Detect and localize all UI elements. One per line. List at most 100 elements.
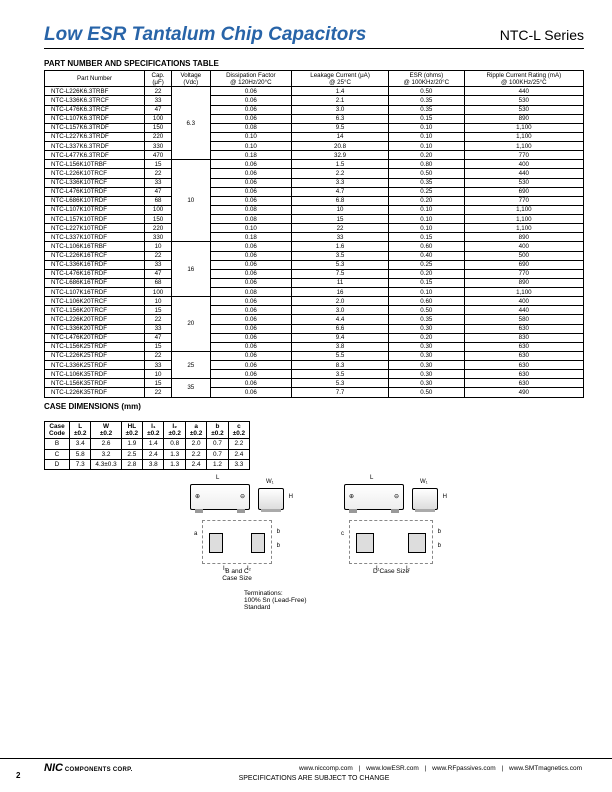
cap-cell: 100 [145,288,172,297]
footer-link[interactable]: www.niccomp.com [299,765,353,772]
spec-cell: 0.30 [388,379,464,388]
dims-cell: 1.2 [207,459,228,469]
cap-cell: 22 [145,87,172,96]
footer-links: www.niccomp.com | www.lowESR.com | www.R… [297,765,584,772]
spec-cell: 0.06 [210,315,292,324]
spec-cell: 0.50 [388,87,464,96]
dim-I1: I₁ [223,566,227,572]
spec-cell: 0.06 [210,306,292,315]
spec-cell: 500 [464,251,583,260]
spec-cell: 1,100 [464,132,583,141]
cap-cell: 100 [145,205,172,214]
part-number-cell: NTC-L226K25TRDF [45,351,145,360]
spec-cell: 0.25 [388,187,464,196]
table-row: NTC-L686K10TRDF680.066.80.20770 [45,196,584,205]
spec-cell: 0.35 [388,105,464,114]
table-row: NTC-L226K16TRCF220.063.50.40500 [45,251,584,260]
spec-cell: 0.06 [210,196,292,205]
spec-cell: 0.06 [210,269,292,278]
spec-table: Part NumberCap.(μF)Voltage(Vdc)Dissipati… [44,70,584,398]
cap-cell: 330 [145,233,172,242]
cap-cell: 22 [145,169,172,178]
table-row: NTC-L336K25TRDF330.068.30.30630 [45,361,584,370]
spec-cell: 0.30 [388,370,464,379]
spec-cell: 0.06 [210,342,292,351]
spec-cell: 0.08 [210,215,292,224]
table-row: NTC-L156K35TRDF15350.065.30.30630 [45,379,584,388]
page-header: Low ESR Tantalum Chip Capacitors NTC-L S… [44,24,584,49]
table-row: NTC-L477K6.3TRDF4700.1832.90.20770 [45,151,584,160]
spec-cell: 1,100 [464,288,583,297]
spec-cell: 0.10 [388,132,464,141]
bc-case-group: L ⊕ ⊖ W₁ H a b b I₁ I₂ [190,484,284,582]
spec-cell: 0.06 [210,361,292,370]
table-row: NTC-L476K10TRDF470.064.70.25690 [45,187,584,196]
spec-cell: 0.08 [210,288,292,297]
spec-cell: 8.3 [292,361,389,370]
part-number-cell: NTC-L227K6.3TRDF [45,132,145,141]
spec-cell: 0.20 [388,151,464,160]
cap-cell: 150 [145,215,172,224]
cap-cell: 47 [145,187,172,196]
page-title: Low ESR Tantalum Chip Capacitors [44,24,366,46]
spec-cell: 0.15 [388,233,464,242]
spec-cell: 1.4 [292,87,389,96]
spec-cell: 0.06 [210,333,292,342]
part-number-cell: NTC-L336K20TRDF [45,324,145,333]
dims-col-header: W±0.2 [91,421,121,439]
spec-cell: 0.06 [210,324,292,333]
spec-cell: 10 [292,205,389,214]
spec-cell: 0.06 [210,351,292,360]
cap-cell: 33 [145,361,172,370]
spec-cell: 0.15 [388,278,464,287]
spec-cell: 0.50 [388,306,464,315]
footer-link[interactable]: www.RFpassives.com [432,765,496,772]
table-row: NTC-L337K6.3TRDF3300.1020.80.101,100 [45,142,584,151]
part-number-cell: NTC-L156K35TRDF [45,379,145,388]
cap-cell: 10 [145,297,172,306]
table-row: D7.34.3±0.32.83.81.32.41.23.3 [45,459,250,469]
minus-icon: ⊖ [240,493,245,500]
part-number-cell: NTC-L157K6.3TRDF [45,123,145,132]
part-number-cell: NTC-L156K25TRDF [45,342,145,351]
spec-cell: 6.6 [292,324,389,333]
dims-cell: 2.6 [91,439,121,449]
termination-note: Terminations: 100% Sn (Lead-Free) Standa… [244,590,584,611]
footer-link[interactable]: www.lowESR.com [366,765,419,772]
dim-H-d: H [443,494,447,500]
spec-cell: 5.3 [292,379,389,388]
spec-cell: 0.30 [388,351,464,360]
spec-col-header: ESR (ohms)@ 100KHz/20°C [388,71,464,87]
part-number-cell: NTC-L107K16TRDF [45,288,145,297]
dims-cell: 0.7 [207,449,228,459]
cap-cell: 47 [145,333,172,342]
dims-col-header: c±0.2 [228,421,249,439]
spec-cell: 0.35 [388,96,464,105]
dims-cell: 2.8 [121,459,142,469]
cap-top-view-d: ⊕ ⊖ [344,484,404,510]
dims-table-label: CASE DIMENSIONS (mm) [44,402,584,411]
spec-cell: 440 [464,87,583,96]
spec-cell: 1.5 [292,160,389,169]
cap-cell: 15 [145,342,172,351]
spec-cell: 15 [292,215,389,224]
plus-icon-d: ⊕ [349,493,354,500]
cap-cell: 33 [145,324,172,333]
part-number-cell: NTC-L157K10TRDF [45,215,145,224]
dims-cell: 4.3±0.3 [91,459,121,469]
part-number-cell: NTC-L226K16TRCF [45,251,145,260]
part-number-cell: NTC-L226K6.3TRBF [45,87,145,96]
spec-col-header: Leakage Current (μA)@ 25°C [292,71,389,87]
cap-cell: 15 [145,379,172,388]
table-row: NTC-L336K16TRDF330.065.30.25690 [45,260,584,269]
spec-cell: 0.10 [388,142,464,151]
spec-cell: 690 [464,260,583,269]
spec-cell: 2.1 [292,96,389,105]
spec-cell: 0.06 [210,87,292,96]
part-number-cell: NTC-L336K16TRDF [45,260,145,269]
spec-cell: 770 [464,196,583,205]
footer-link[interactable]: www.SMTmagnetics.com [509,765,582,772]
spec-cell: 0.80 [388,160,464,169]
dim-b2-d: b [438,543,441,549]
cap-cell: 15 [145,306,172,315]
